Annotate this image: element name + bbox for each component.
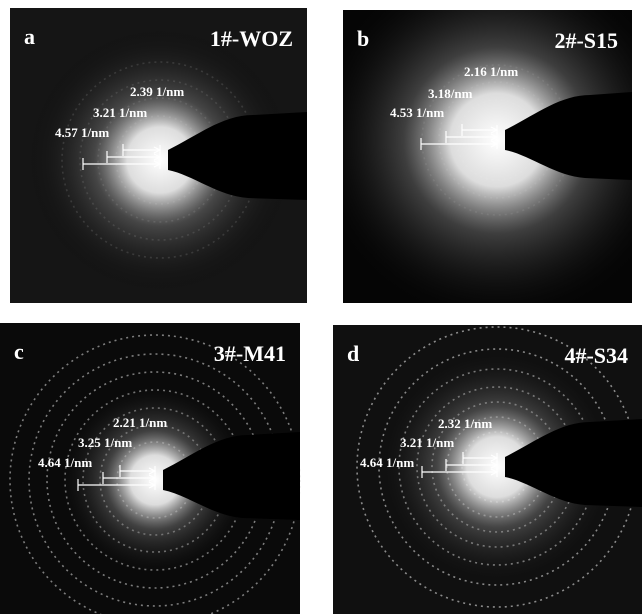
panel: 2.21 1/nm 3.25 1/nm 4.64 1/nm c 3#-M41 [0,323,300,614]
panel: 2.39 1/nm 3.21 1/nm 4.57 1/nm a 1#-WOZ [10,8,307,303]
ring-annotation: 3.21 1/nm [93,105,147,120]
ring-annotation: 4.64 1/nm [38,455,92,470]
panel: 2.16 1/nm 3.18/nm 4.53 1/nm b 2#-S15 [343,10,632,303]
sample-label: 3#-M41 [214,341,286,366]
ring-annotation: 4.57 1/nm [55,125,109,140]
ring-annotation: 2.32 1/nm [438,416,492,431]
ring-annotation: 2.39 1/nm [130,84,184,99]
page: {"panels": [ {"letter": "a", "label": "1… [0,0,642,614]
ring-annotation: 3.18/nm [428,86,473,101]
ring-annotation: 2.16 1/nm [464,64,518,79]
figure: 2.39 1/nm 3.21 1/nm 4.57 1/nm a 1#-WOZ 2.16 1… [0,0,642,614]
panel-letter: d [347,341,359,366]
panel: 2.32 1/nm 3.21 1/nm 4.64 1/nm d 4#-S34 [333,325,642,614]
ring-annotation: 4.64 1/nm [360,455,414,470]
ring-annotation: 3.25 1/nm [78,435,132,450]
sample-label: 4#-S34 [564,343,628,368]
sample-label: 1#-WOZ [210,26,293,51]
ring-annotation: 4.53 1/nm [390,105,444,120]
panel-letter: c [14,339,24,364]
ring-annotation: 2.21 1/nm [113,415,167,430]
ring-annotation: 3.21 1/nm [400,435,454,450]
sample-label: 2#-S15 [554,28,618,53]
panel-letter: b [357,26,369,51]
panel-letter: a [24,24,35,49]
